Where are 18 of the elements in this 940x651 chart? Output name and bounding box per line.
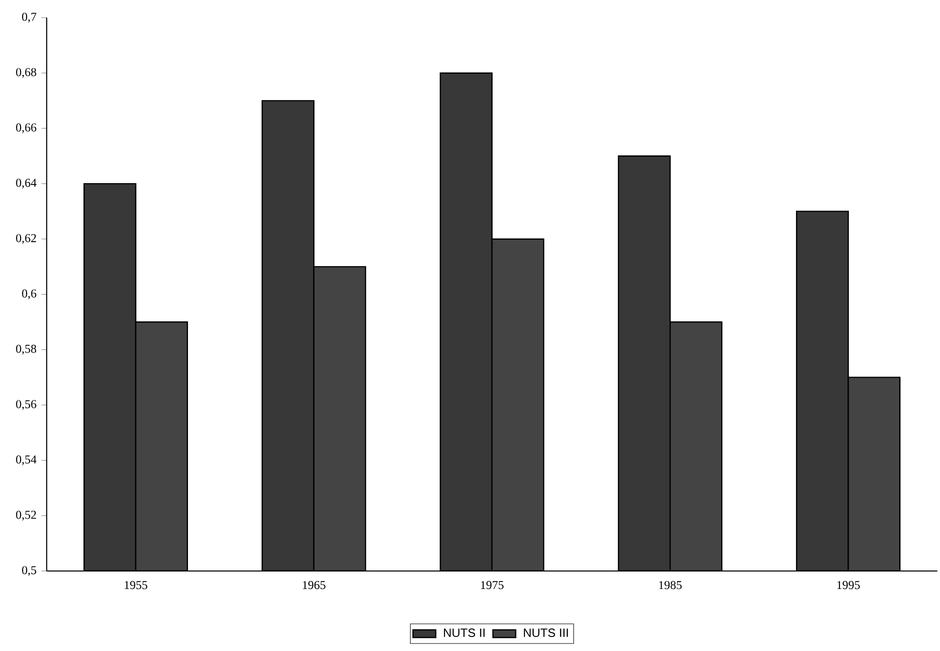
x-tick-label: 1965 [302,581,326,590]
y-tick-label: 0,5 [22,566,36,576]
y-tick-label: 0,64 [16,178,36,189]
y-tick-label: 0,66 [16,123,36,134]
y-tick-label: 0,54 [16,455,36,466]
x-tick-label: 1995 [837,581,860,590]
y-tick-label: 0,52 [16,510,36,521]
y-tick-label: 0,6 [22,289,36,300]
legend-label: NUTS III [524,628,568,638]
y-tick-label: 0,62 [16,234,36,244]
x-tick-label: 1985 [659,581,682,590]
legend-label: NUTS II [444,628,485,638]
y-tick-label: 0,68 [16,68,36,78]
y-tick-label: 0,7 [22,12,36,23]
x-tick-label: 1955 [124,581,148,590]
x-tick-label: 1975 [481,581,504,590]
y-tick-label: 0,58 [16,344,36,355]
y-tick-label: 0,56 [16,400,36,410]
